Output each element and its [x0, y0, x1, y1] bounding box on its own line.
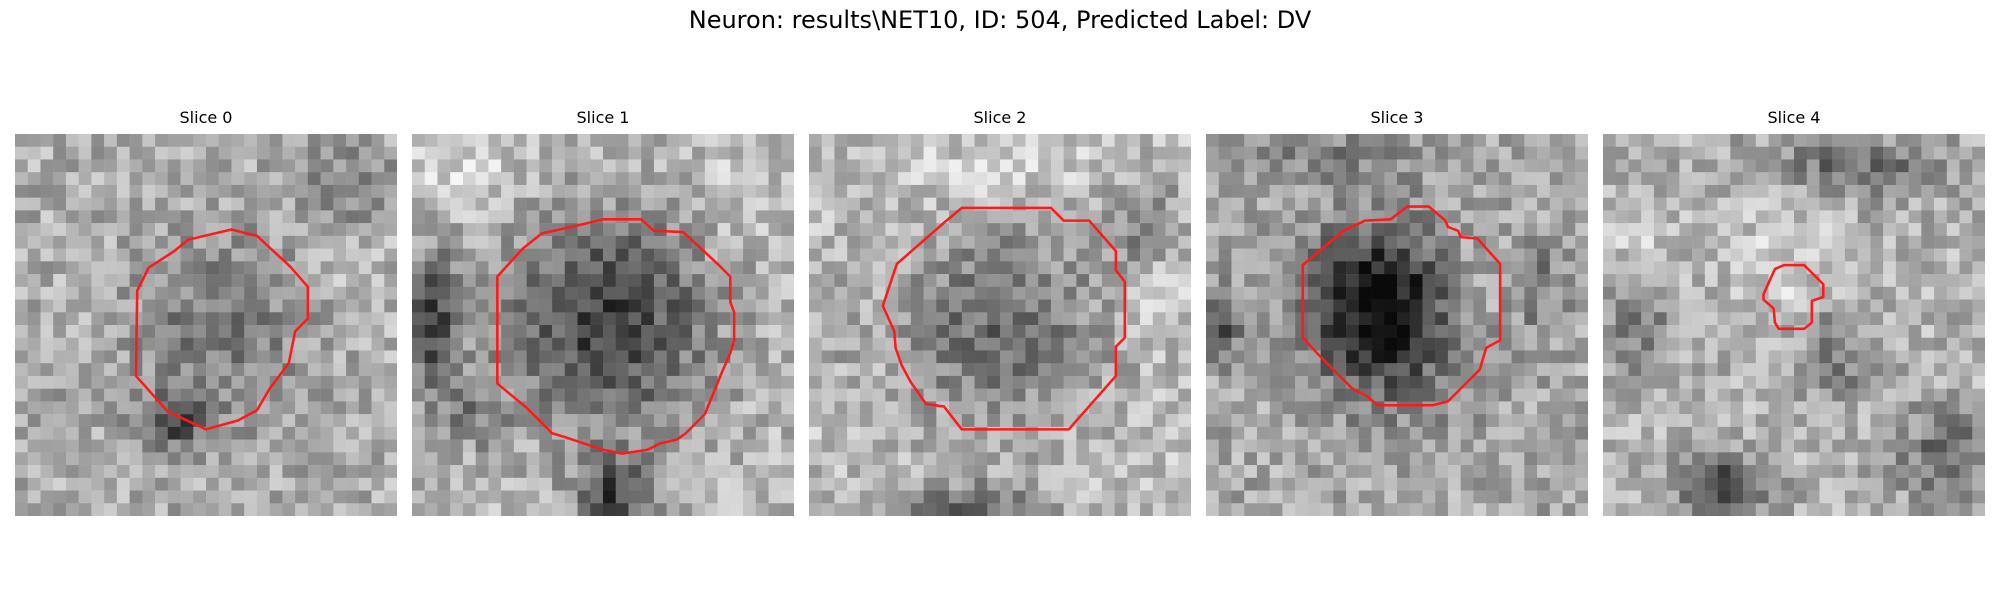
neuron-contour-2: [881, 206, 1127, 431]
neuron-contour-4: [1762, 263, 1825, 331]
figure-title: Neuron: results\NET10, ID: 504, Predicte…: [688, 6, 1312, 34]
slice-image-0: [15, 134, 397, 516]
slice-image-2: [809, 134, 1191, 516]
slice-image-1: [412, 134, 794, 516]
slice-title-1: Slice 1: [576, 108, 630, 127]
slice-title-2: Slice 2: [973, 108, 1027, 127]
slice-title-0: Slice 0: [179, 108, 233, 127]
neuron-contour-3: [1301, 205, 1502, 407]
neuron-contour-1: [496, 218, 736, 455]
slice-image-4: [1603, 134, 1985, 516]
slice-title-4: Slice 4: [1767, 108, 1821, 127]
neuron-contour-0: [134, 228, 310, 431]
slice-image-3: [1206, 134, 1588, 516]
slice-title-3: Slice 3: [1370, 108, 1424, 127]
